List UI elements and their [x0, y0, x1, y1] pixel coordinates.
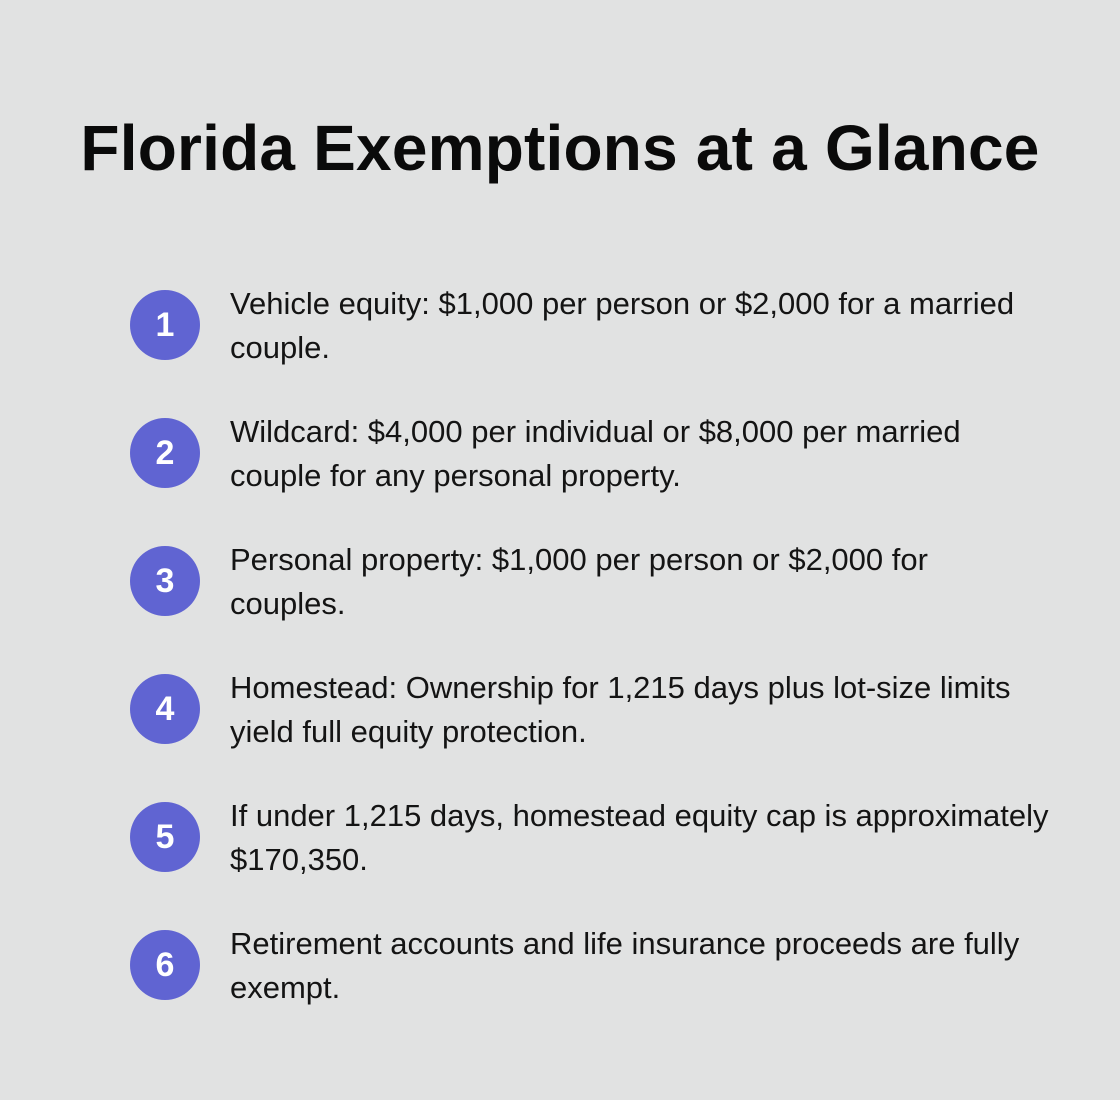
list-item: 3 Personal property: $1,000 per person o… [130, 536, 1050, 664]
number-badge: 5 [130, 802, 200, 872]
number-badge: 4 [130, 674, 200, 744]
list-item: 2 Wildcard: $4,000 per individual or $8,… [130, 408, 1050, 536]
item-text: If under 1,215 days, homestead equity ca… [230, 798, 1049, 877]
list-item: 5 If under 1,215 days, homestead equity … [130, 792, 1050, 920]
list-item: 6 Retirement accounts and life insurance… [130, 920, 1050, 1048]
list-item: 4 Homestead: Ownership for 1,215 days pl… [130, 664, 1050, 792]
number-badge: 3 [130, 546, 200, 616]
number-badge: 6 [130, 930, 200, 1000]
exemption-list: 1 Vehicle equity: $1,000 per person or $… [130, 280, 1050, 1048]
number-badge: 2 [130, 418, 200, 488]
list-item: 1 Vehicle equity: $1,000 per person or $… [130, 280, 1050, 408]
item-text: Homestead: Ownership for 1,215 days plus… [230, 670, 1011, 749]
item-text: Wildcard: $4,000 per individual or $8,00… [230, 414, 961, 493]
item-text: Personal property: $1,000 per person or … [230, 542, 928, 621]
number-badge: 1 [130, 290, 200, 360]
page-title: Florida Exemptions at a Glance [80, 112, 1040, 184]
item-text: Retirement accounts and life insurance p… [230, 926, 1020, 1005]
item-text: Vehicle equity: $1,000 per person or $2,… [230, 286, 1015, 365]
